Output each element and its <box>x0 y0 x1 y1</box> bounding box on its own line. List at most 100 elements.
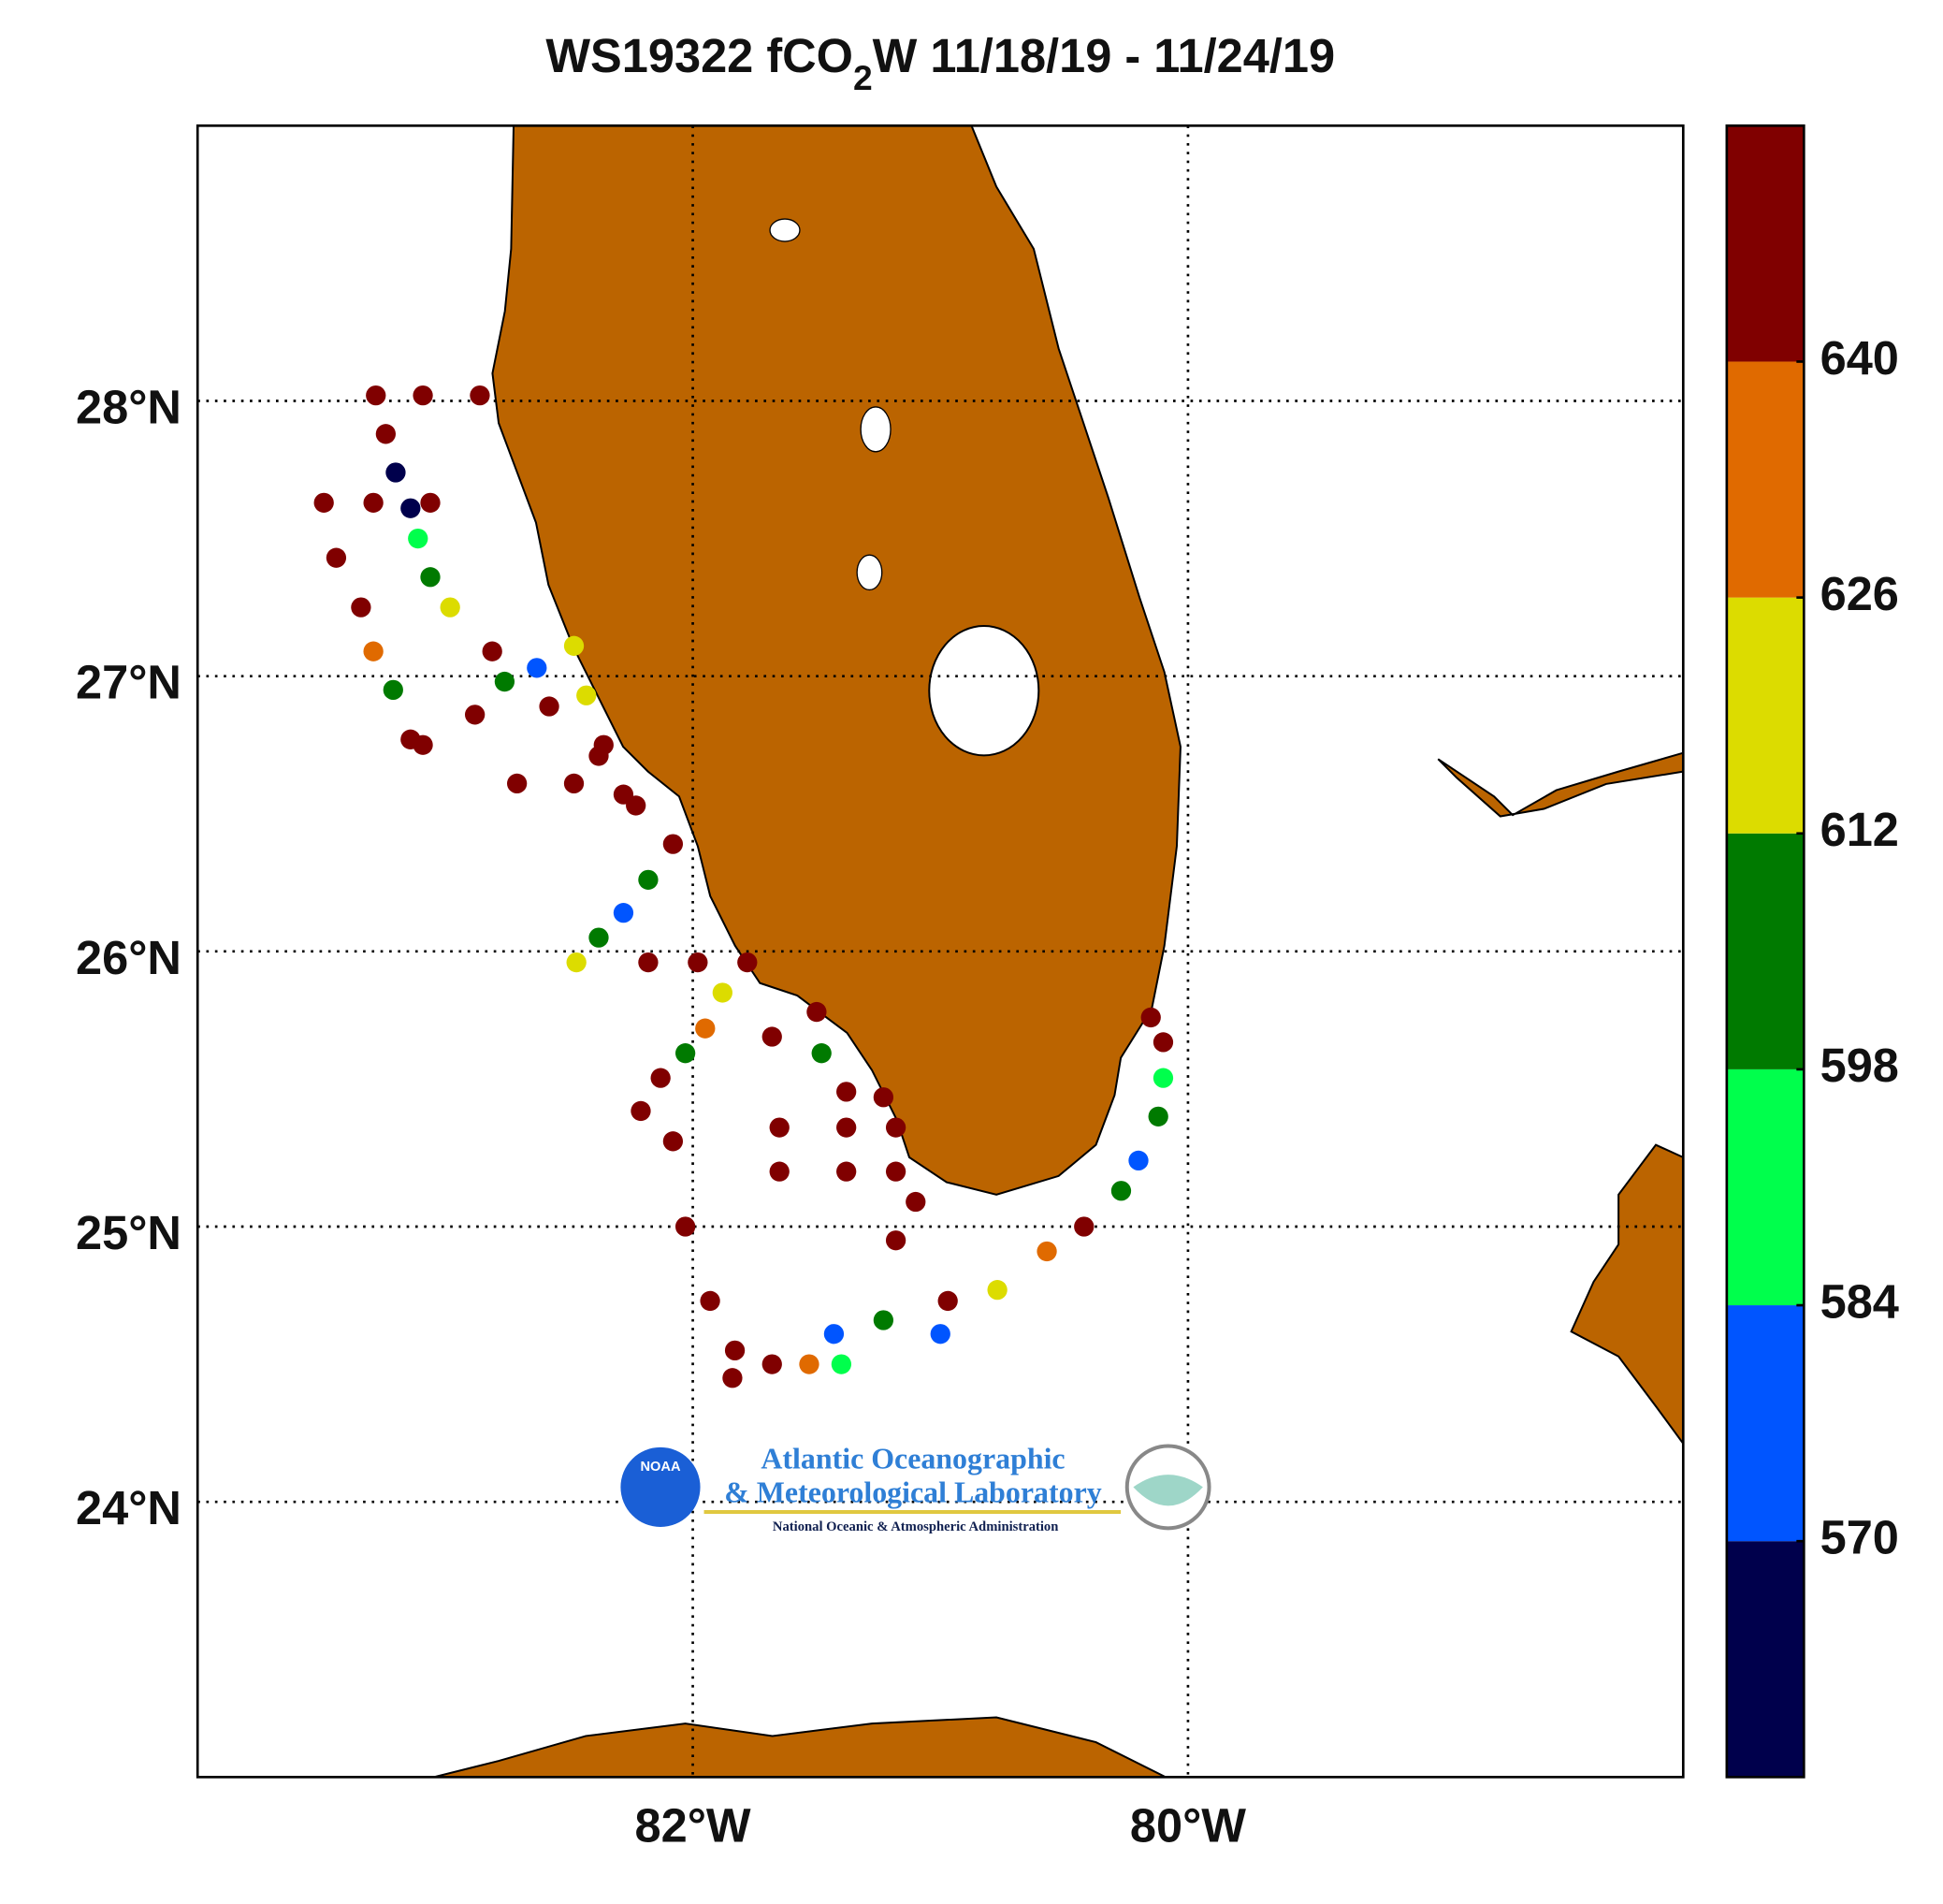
track-point <box>638 869 659 890</box>
track-point <box>566 952 587 973</box>
track-point <box>613 903 634 923</box>
track-point <box>662 1131 684 1152</box>
cuba <box>429 1716 1168 1778</box>
title-part: W 11/18/19 - 11/24/19 <box>873 29 1335 82</box>
x-tick-label: 80°W <box>1130 1799 1246 1853</box>
track-point <box>688 952 708 973</box>
track-point <box>613 784 634 805</box>
logo-line: National Oceanic & Atmospheric Administr… <box>773 1519 1059 1534</box>
colorbar-band <box>1726 125 1805 362</box>
track-point <box>873 1087 894 1108</box>
track-point <box>385 462 406 483</box>
track-point <box>724 1340 746 1361</box>
oar-badge-wave <box>1133 1475 1203 1506</box>
track-point <box>885 1117 906 1138</box>
track-point <box>576 685 597 705</box>
track-point <box>408 528 428 549</box>
colorbar-band <box>1726 597 1805 834</box>
y-tick-label: 25°N <box>76 1206 181 1259</box>
colorbar-frame <box>1725 124 1805 1779</box>
track-point <box>650 1068 671 1088</box>
track-point <box>836 1117 857 1138</box>
florida <box>491 125 1182 1196</box>
track-point <box>761 1354 782 1374</box>
track-point <box>420 492 441 513</box>
track-point <box>363 641 384 661</box>
colorbar-tick-label: 584 <box>1820 1274 1899 1328</box>
colorbar-band <box>1726 1068 1805 1306</box>
noaa-badge <box>620 1446 701 1527</box>
colorbar-tick-label: 612 <box>1820 803 1899 856</box>
logo-line: & Meteorological Laboratory <box>724 1475 1101 1508</box>
andros <box>1570 1143 1684 1446</box>
colorbar-tick-label: 598 <box>1820 1039 1899 1092</box>
track-point <box>722 1368 743 1388</box>
colorbar-band <box>1726 1305 1805 1542</box>
track-point <box>1140 1007 1161 1028</box>
track-point <box>375 424 396 444</box>
track-point <box>1153 1068 1174 1088</box>
track-point <box>885 1161 906 1182</box>
track-point <box>593 734 614 755</box>
lake-okeechobee <box>928 625 1040 757</box>
track-point <box>700 1290 720 1312</box>
track-point <box>588 927 609 948</box>
track-point <box>806 1001 827 1023</box>
track-point <box>420 567 441 588</box>
title-part: WS19322 fCO <box>545 29 853 82</box>
track-point <box>351 597 371 618</box>
logo-line: Atlantic Oceanographic <box>761 1442 1065 1475</box>
lake <box>860 406 892 453</box>
track-point <box>470 385 490 406</box>
track-point <box>769 1117 790 1138</box>
colorbar-tick-label: 570 <box>1820 1511 1899 1564</box>
track-point <box>413 734 433 755</box>
colorbar-band <box>1726 833 1805 1069</box>
x-tick-label: 82°W <box>635 1799 751 1853</box>
track-point <box>1148 1106 1168 1126</box>
track-point <box>563 773 585 794</box>
track-point <box>662 834 684 854</box>
track-point <box>326 547 347 568</box>
track-point <box>631 1100 651 1122</box>
colorbar-tick-label: 626 <box>1820 567 1899 620</box>
bahamas-north <box>1437 751 1684 818</box>
track-point <box>885 1230 906 1251</box>
track-point <box>873 1310 894 1330</box>
track-point <box>482 641 502 661</box>
track-point <box>769 1161 790 1182</box>
colorbar-tick-label: 640 <box>1820 331 1899 385</box>
track-point <box>987 1280 1008 1301</box>
colorbar-band <box>1726 361 1805 598</box>
y-tick-label: 24°N <box>76 1481 181 1534</box>
track-point <box>313 492 334 513</box>
track-point <box>383 679 403 701</box>
track-point <box>761 1026 782 1047</box>
track-point <box>527 658 547 678</box>
track-point <box>811 1043 832 1064</box>
track-point <box>638 952 659 973</box>
y-tick-label: 28°N <box>76 380 181 433</box>
track-point <box>674 1043 696 1064</box>
track-point <box>494 671 515 692</box>
title-subscript: 2 <box>853 58 873 97</box>
track-point <box>1153 1032 1174 1053</box>
track-point <box>831 1354 852 1374</box>
logo: NOAA Atlantic Oceanographic & Meteorolog… <box>620 1442 1211 1534</box>
track-point <box>737 952 758 973</box>
land <box>197 125 1684 1778</box>
track-point <box>1128 1150 1149 1171</box>
track-point <box>363 492 384 513</box>
track-point <box>836 1082 857 1102</box>
track-point <box>799 1354 819 1374</box>
track-point <box>440 597 460 618</box>
plot-frame <box>196 124 1685 1779</box>
track-point <box>506 773 528 794</box>
track-point <box>400 498 421 518</box>
lake <box>769 218 801 242</box>
track-point <box>823 1324 845 1344</box>
y-tick-label: 26°N <box>76 931 181 984</box>
track-point <box>695 1018 716 1039</box>
